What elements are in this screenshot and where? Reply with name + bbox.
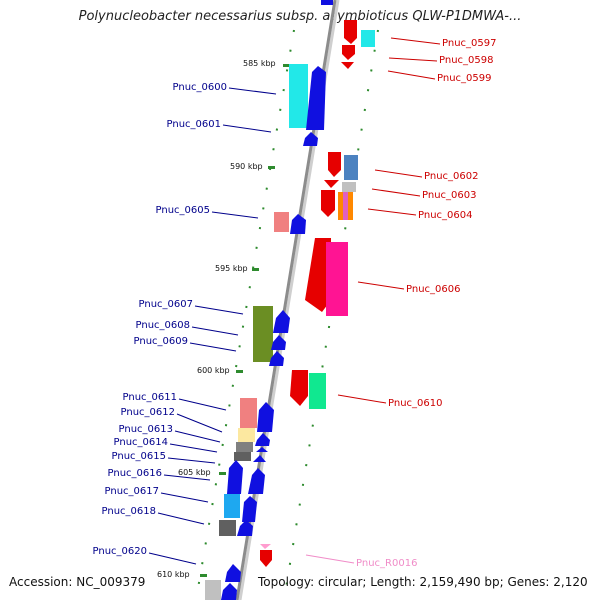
gene-label-0603[interactable]: Pnuc_0603	[422, 190, 476, 201]
gene-box-0620[interactable]	[205, 580, 221, 600]
guide-line	[283, 29, 379, 600]
tick-mark	[219, 472, 226, 475]
gene-label-0620[interactable]: Pnuc_0620	[93, 546, 147, 557]
gene-arrow-0607[interactable]	[273, 310, 290, 333]
gene-box-0607[interactable]	[253, 306, 273, 362]
tick-label: 605 kbp	[178, 468, 211, 477]
accession-text: Accession: NC_009379	[9, 575, 146, 589]
gene-arrow-0619[interactable]	[260, 550, 272, 567]
gene-label-0615[interactable]: Pnuc_0615	[112, 451, 166, 462]
gene-box-0614[interactable]	[234, 452, 251, 461]
tick-label: 585 kbp	[243, 59, 276, 68]
tick-mark	[236, 370, 243, 373]
gene-arrow-0618[interactable]	[237, 520, 253, 536]
gene-label-0618[interactable]: Pnuc_0618	[102, 506, 156, 517]
gene-arrow-0608[interactable]	[271, 335, 286, 350]
gene-label-0600[interactable]: Pnuc_0600	[173, 82, 227, 93]
gene-arrow-0605[interactable]	[290, 214, 306, 234]
gene-arrow-0611[interactable]	[257, 402, 274, 432]
map-title: Polynucleobacter necessarius subsp. asym…	[78, 9, 522, 24]
gene-arrow-0609[interactable]	[269, 351, 284, 366]
tick-label: 610 kbp	[157, 570, 190, 579]
gene-label-0606[interactable]: Pnuc_0606	[406, 284, 460, 295]
tick-mark	[252, 268, 259, 271]
gene-box-0618[interactable]	[219, 520, 236, 536]
gene-arrow-0615b[interactable]	[248, 468, 265, 494]
gene-box-0616[interactable]	[224, 494, 240, 518]
gene-box-0605[interactable]	[274, 212, 289, 232]
gene-arrow-0621[interactable]	[221, 583, 237, 600]
gene-label-0610[interactable]: Pnuc_0610	[388, 398, 442, 409]
gene-label-R0016[interactable]: Pnuc_R0016	[356, 558, 417, 569]
gene-label-0597[interactable]: Pnuc_0597	[442, 38, 496, 49]
tick-mark	[283, 64, 290, 67]
gene-box-cyan[interactable]	[361, 30, 375, 47]
summary-text: Topology: circular; Length: 2,159,490 bp…	[258, 575, 588, 589]
gene-label-0617[interactable]: Pnuc_0617	[105, 486, 159, 497]
gene-box-0600[interactable]	[289, 64, 308, 128]
gene-arrow-0614[interactable]	[252, 455, 266, 462]
gene-box-0606[interactable]	[326, 242, 348, 316]
gene-label-0614[interactable]: Pnuc_0614	[114, 437, 168, 448]
gene-box-0604-c[interactable]	[348, 192, 353, 220]
gene-arrow-0603[interactable]	[324, 180, 339, 188]
gene-box-0602[interactable]	[344, 155, 358, 180]
tick-label: 595 kbp	[215, 264, 248, 273]
gene-arrow-0600[interactable]	[306, 66, 326, 130]
tick-label: 600 kbp	[197, 366, 230, 375]
gene-label-0613[interactable]: Pnuc_0613	[119, 424, 173, 435]
guide-line	[195, 29, 295, 600]
gene-label-0605[interactable]: Pnuc_0605	[156, 205, 210, 216]
gene-arrow-0615[interactable]	[227, 460, 243, 494]
gene-arrow-0602[interactable]	[328, 152, 341, 177]
gene-arrow-top[interactable]	[321, 0, 333, 5]
gene-label-0608[interactable]: Pnuc_0608	[136, 320, 190, 331]
gene-box-0612[interactable]	[238, 428, 255, 442]
gene-arrow-0599[interactable]	[341, 62, 354, 69]
gene-label-0611[interactable]: Pnuc_0611	[123, 392, 177, 403]
gene-label-0609[interactable]: Pnuc_0609	[134, 336, 188, 347]
gene-label-0598[interactable]: Pnuc_0598	[439, 55, 493, 66]
gene-arrow-0617[interactable]	[242, 496, 257, 522]
gene-label-0604[interactable]: Pnuc_0604	[418, 210, 472, 221]
gene-arrow-0598[interactable]	[342, 45, 355, 60]
gene-label-0607[interactable]: Pnuc_0607	[139, 299, 193, 310]
gene-arrow-0604[interactable]	[321, 190, 335, 217]
tick-mark	[200, 574, 207, 577]
gene-arrow-0601[interactable]	[303, 132, 318, 146]
gene-box-0611[interactable]	[240, 398, 257, 428]
gene-box-0604-a[interactable]	[338, 192, 343, 220]
gene-label-0616[interactable]: Pnuc_0616	[108, 468, 162, 479]
gene-label-0602[interactable]: Pnuc_0602	[424, 171, 478, 182]
gene-box-0610[interactable]	[309, 373, 326, 409]
gene-box-0613[interactable]	[236, 442, 253, 452]
gene-arrow-0612[interactable]	[255, 433, 270, 446]
tick-mark	[268, 166, 275, 169]
gene-label-0599[interactable]: Pnuc_0599	[437, 73, 491, 84]
gene-arrow-0606[interactable]	[305, 238, 331, 312]
tick-label: 590 kbp	[230, 162, 263, 171]
gene-box-0603[interactable]	[342, 182, 356, 192]
gene-label-0601[interactable]: Pnuc_0601	[167, 119, 221, 130]
gene-arrow-0613[interactable]	[255, 447, 268, 452]
gene-arrow-0620[interactable]	[225, 564, 241, 582]
right-labels: Pnuc_0597 Pnuc_0598 Pnuc_0599 Pnuc_0602 …	[305, 37, 496, 569]
gene-arrow-0610[interactable]	[290, 370, 308, 406]
left-labels: Pnuc_0600 Pnuc_0601 Pnuc_0605 Pnuc_0607 …	[93, 82, 277, 565]
gene-label-0612[interactable]: Pnuc_0612	[121, 407, 175, 418]
gene-arrow-R0016[interactable]	[260, 544, 271, 549]
gene-arrow-0597[interactable]	[344, 20, 357, 44]
gene-box-0604-b[interactable]	[343, 192, 348, 220]
